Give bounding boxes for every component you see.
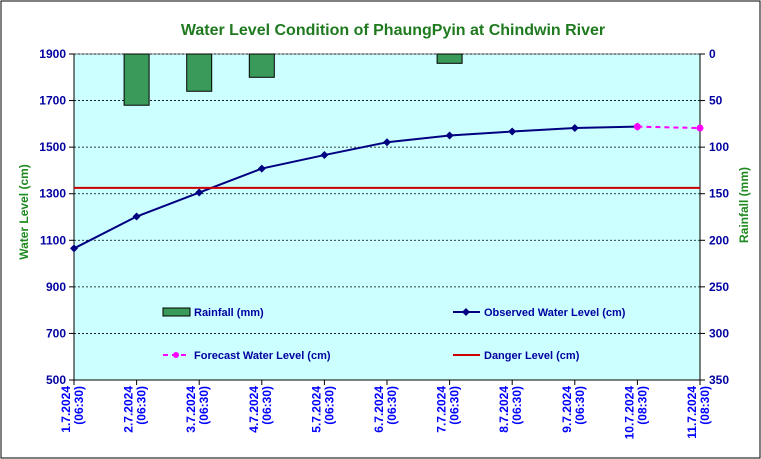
legend-label: Danger Level (cm) (484, 350, 580, 362)
y2-tick-label: 350 (709, 373, 729, 387)
observed-point (508, 127, 517, 136)
observed-point (257, 164, 266, 173)
y2-tick-label: 150 (709, 187, 729, 201)
x-tick-time: (06:30) (135, 386, 149, 425)
observed-point (132, 212, 141, 221)
x-tick-date: 4.7.2024 (247, 386, 261, 433)
legend-label: Forecast Water Level (cm) (194, 350, 331, 362)
legend-label: Observed Water Level (cm) (484, 307, 626, 319)
observed-point (195, 188, 204, 197)
x-tick-time: (06:30) (448, 386, 462, 425)
y2-tick-label: 300 (709, 326, 729, 340)
x-tick-label: 4.7.2024(06:30) (247, 386, 274, 433)
observed-point (70, 244, 78, 253)
x-tick-label: 5.7.2024(06:30) (309, 386, 336, 433)
x-tick-time: (06:30) (510, 386, 524, 425)
x-tick-date: 8.7.2024 (497, 386, 511, 433)
plot-area: 500 700 900 1100 1300 1500 1700 1900 0 50 100 150 20… (39, 47, 729, 439)
x-tick-time: (08:30) (635, 386, 649, 425)
x-tick-label: 7.7.2024(06:30) (435, 386, 462, 433)
x-tick-date: 5.7.2024 (309, 386, 323, 433)
x-tick-date: 7.7.2024 (435, 386, 449, 433)
rainfall-bar (248, 53, 275, 78)
x-tick-time: (06:30) (385, 386, 399, 425)
x-tick-time: (08:30) (698, 386, 712, 425)
legend-label: Rainfall (mm) (194, 307, 264, 319)
y-tick-label: 700 (46, 326, 66, 340)
y-axis-title: Water Level (cm) (17, 164, 31, 260)
x-tick-time: (06:30) (72, 386, 86, 425)
forecast-level-line (637, 125, 701, 130)
x-tick-time: (06:30) (260, 386, 274, 425)
plot-background (73, 53, 701, 381)
x-tick-date: 1.7.2024 (59, 386, 73, 433)
x-tick-date: 10.7.2024 (622, 386, 636, 440)
x-tick-label: 10.7.2024(08:30) (622, 386, 649, 440)
observed-point (383, 138, 391, 147)
x-tick-date: 9.7.2024 (560, 386, 574, 433)
y2-axis-title: Rainfall (mm) (737, 167, 751, 243)
forecast-point (633, 123, 641, 131)
x-tick-label: 2.7.2024(06:30) (122, 386, 149, 433)
rainfall-bar (436, 53, 463, 64)
y-tick-label: 1300 (39, 187, 66, 201)
x-tick-time: (06:30) (197, 386, 211, 425)
observed-point (445, 131, 454, 140)
rainfall-bar (123, 53, 150, 106)
legend-forecast-marker (173, 352, 179, 358)
x-tick-label: 8.7.2024(06:30) (497, 386, 524, 433)
observed-level-line (73, 125, 638, 250)
x-tick-date: 11.7.2024 (685, 386, 699, 439)
legend-rainfall-swatch (162, 307, 191, 317)
rainfall-bar (186, 53, 213, 92)
chart-title: Water Level Condition of PhaungPyin at C… (181, 22, 605, 39)
y-tick-label: 900 (46, 280, 66, 294)
y2-tick-label: 0 (709, 47, 716, 61)
forecast-point (696, 124, 704, 132)
x-tick-label: 1.7.2024(06:30) (59, 386, 86, 433)
x-tick-time: (06:30) (322, 386, 336, 425)
x-tick-label: 6.7.2024(06:30) (372, 386, 399, 433)
observed-point (570, 124, 579, 133)
x-tick-label: 9.7.2024(06:30) (560, 386, 587, 433)
y2-tick-label: 50 (709, 94, 723, 108)
y2-tick-label: 200 (709, 233, 729, 247)
x-tick-date: 3.7.2024 (184, 386, 198, 433)
y2-tick-label: 250 (709, 280, 729, 294)
x-tick-label: 11.7.2024(08:30) (685, 386, 712, 439)
observed-point (320, 151, 329, 160)
y-tick-label: 1100 (40, 233, 66, 247)
y-tick-label: 1900 (39, 47, 66, 61)
y-tick-label: 500 (46, 373, 66, 387)
x-tick-date: 2.7.2024 (122, 386, 136, 433)
x-tick-time: (06:30) (573, 386, 587, 425)
legend-observed-marker (462, 308, 470, 316)
x-tick-date: 6.7.2024 (372, 386, 386, 433)
y2-tick-label: 100 (709, 140, 729, 154)
y-tick-label: 1700 (39, 94, 66, 108)
x-tick-label: 3.7.2024(06:30) (184, 386, 211, 433)
y-tick-label: 1500 (39, 140, 66, 154)
